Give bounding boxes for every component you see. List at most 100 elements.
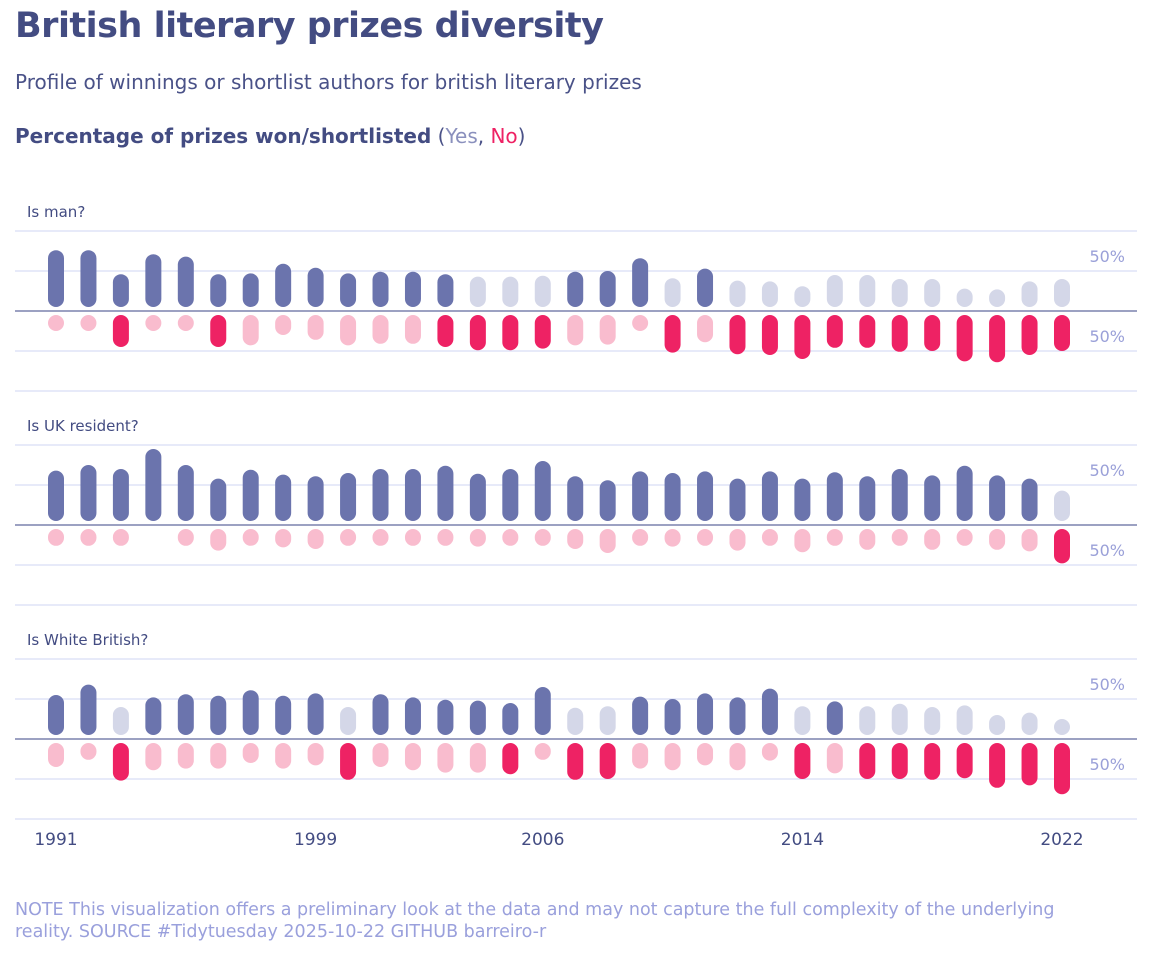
bar-yes <box>1054 719 1070 735</box>
bar-yes <box>729 280 746 307</box>
bar-yes <box>697 693 714 735</box>
bar-no <box>859 529 876 550</box>
bar-yes <box>177 465 194 521</box>
bar-no <box>112 315 129 347</box>
bar-yes <box>307 267 324 307</box>
bar-no <box>210 315 227 347</box>
legend-no: No <box>490 124 518 148</box>
bar-yes <box>502 703 519 735</box>
bar-yes <box>534 687 551 735</box>
chart-subtitle: Profile of winnings or shortlist authors… <box>15 70 642 94</box>
bar-yes <box>632 258 649 307</box>
bar-yes <box>599 271 616 307</box>
bar-no <box>307 315 324 340</box>
bar-yes <box>794 286 811 307</box>
bar-no <box>794 529 811 553</box>
bar-no <box>340 529 357 546</box>
bar-yes <box>664 699 681 735</box>
bar-no <box>145 315 162 331</box>
bar-yes <box>437 465 454 521</box>
bar-yes <box>567 476 584 521</box>
bar-yes <box>1054 490 1070 521</box>
x-tick-label: 2006 <box>521 830 564 850</box>
bar-no <box>761 529 778 546</box>
bar-yes <box>697 471 714 521</box>
bar-no <box>729 743 746 771</box>
bar-no <box>502 743 519 775</box>
bar-yes <box>761 281 778 307</box>
reference-label-yes-50: 50% <box>1089 675 1125 694</box>
bar-yes <box>469 276 486 307</box>
bar-no <box>761 743 778 761</box>
bar-yes <box>891 703 908 735</box>
bar-no <box>177 315 194 331</box>
bar-no <box>210 743 227 769</box>
bar-no <box>340 315 357 346</box>
bar-yes <box>242 690 259 735</box>
legend-close-paren: ) <box>517 124 526 148</box>
bar-no <box>275 529 292 548</box>
x-tick-label: 2014 <box>781 830 824 850</box>
bar-no <box>989 529 1006 550</box>
bar-no <box>826 743 843 774</box>
bar-no <box>437 529 454 546</box>
bar-yes <box>826 472 843 521</box>
bar-yes <box>242 273 259 307</box>
bar-yes <box>924 475 941 521</box>
chart-title: British literary prizes diversity <box>15 6 604 46</box>
bar-no <box>534 315 551 349</box>
bar-yes <box>729 478 746 521</box>
bar-yes <box>48 250 64 307</box>
bar-yes <box>404 469 421 521</box>
bar-yes <box>48 470 64 521</box>
bar-yes <box>145 449 162 521</box>
bar-no <box>80 743 97 760</box>
bar-yes <box>761 471 778 521</box>
bar-yes <box>177 694 194 735</box>
bar-yes <box>794 706 811 735</box>
bar-no <box>924 315 941 351</box>
bar-yes <box>599 480 616 521</box>
bar-no <box>729 315 746 355</box>
x-tick-label: 2022 <box>1040 830 1083 850</box>
bar-no <box>469 315 486 351</box>
reference-label-no-50: 50% <box>1089 755 1125 774</box>
bar-no <box>924 529 941 550</box>
bar-yes <box>989 289 1006 307</box>
bar-no <box>664 529 681 547</box>
bar-no <box>307 743 324 766</box>
legend-caption: Percentage of prizes won/shortlisted (Ye… <box>15 124 525 148</box>
bar-yes <box>859 476 876 521</box>
bar-no <box>924 743 941 780</box>
bar-no <box>340 743 357 780</box>
bar-yes <box>924 707 941 735</box>
bar-no <box>177 743 194 769</box>
bar-yes <box>340 273 357 307</box>
bar-yes <box>826 701 843 735</box>
bar-no <box>502 529 519 546</box>
bar-yes <box>177 256 194 307</box>
bar-yes <box>697 268 714 307</box>
reference-label-no-50: 50% <box>1089 541 1125 560</box>
bar-yes <box>859 706 876 735</box>
bar-yes <box>632 696 649 735</box>
bar-no <box>632 315 649 331</box>
bar-yes <box>956 705 973 735</box>
bar-yes <box>826 275 843 307</box>
bar-no <box>48 315 64 331</box>
bar-no <box>437 743 454 773</box>
reference-label-yes-50: 50% <box>1089 247 1125 266</box>
x-tick-label: 1999 <box>294 830 337 850</box>
bar-no <box>567 529 584 549</box>
bar-yes <box>372 271 389 307</box>
footer-line-2: reality. SOURCE #Tidytuesday 2025-10-22 … <box>15 922 547 942</box>
bar-no <box>729 529 746 551</box>
bar-no <box>112 743 129 781</box>
bar-yes <box>112 469 129 521</box>
bar-yes <box>80 465 97 521</box>
panel-label: Is UK resident? <box>27 417 139 435</box>
bar-yes <box>210 274 227 307</box>
bar-no <box>989 315 1006 363</box>
bar-yes <box>275 474 292 521</box>
